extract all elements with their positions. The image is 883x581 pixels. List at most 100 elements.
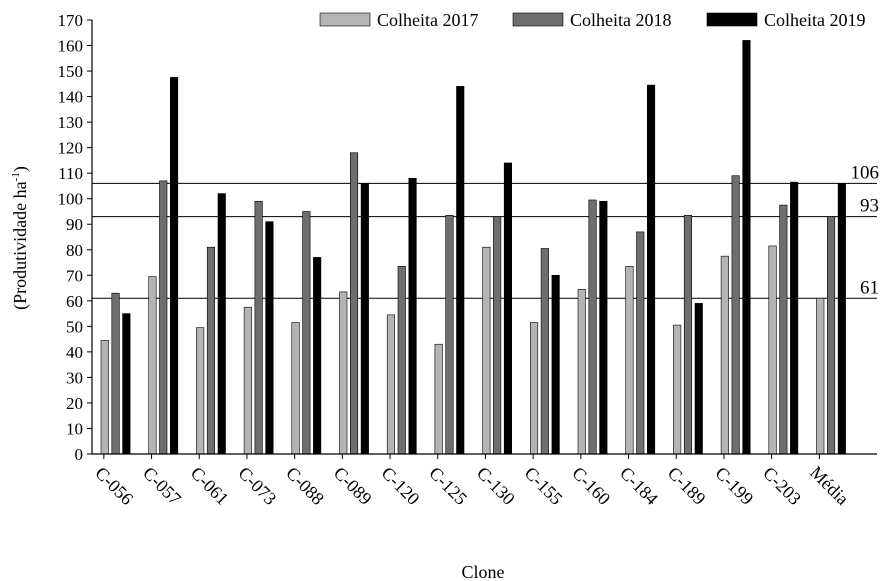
y-tick-label: 140: [58, 88, 84, 107]
legend-swatch: [319, 12, 371, 27]
bar: [291, 322, 300, 455]
reference-line-label: 61: [860, 277, 879, 298]
bar: [816, 297, 825, 455]
reference-line-label: 106: [851, 162, 880, 183]
x-tick-label: C-061: [187, 463, 233, 509]
x-tick-label: C-184: [616, 463, 662, 509]
bar: [445, 215, 454, 455]
bar: [625, 266, 634, 455]
y-tick-label: 90: [66, 215, 83, 234]
bar: [313, 257, 322, 455]
y-tick-label: 30: [66, 368, 83, 387]
x-tick-label: C-155: [521, 463, 567, 509]
legend: Colheita 2017 Colheita 2018 Colheita 2019: [319, 10, 866, 30]
bar: [360, 183, 369, 455]
legend-label: Colheita 2018: [570, 10, 672, 30]
bar: [636, 231, 645, 455]
y-tick-label: 160: [58, 37, 84, 56]
y-tick-label: 150: [58, 62, 84, 81]
y-axis-title-main: (Produtividade ha: [10, 181, 31, 309]
y-axis-title: (Produtividade ha-1): [10, 166, 31, 310]
y-ticks: 0 10 20 30 40 50 60 70 80 90 100 110 120 130 140 150 160…: [58, 11, 92, 464]
x-tick-label: Média: [806, 462, 853, 509]
y-tick-label: 100: [58, 190, 84, 209]
y-axis-title-close: ): [10, 166, 31, 172]
legend-swatch: [706, 12, 758, 27]
bar: [646, 84, 656, 455]
bar: [742, 40, 751, 455]
bar: [482, 246, 491, 455]
legend-label: Colheita 2019: [764, 10, 866, 30]
bar: [243, 306, 252, 455]
reference-line-label: 93: [860, 196, 879, 217]
y-tick-label: 80: [66, 241, 83, 260]
bar: [837, 183, 846, 455]
y-tick-label: 130: [58, 113, 84, 132]
x-tick-label: C-057: [139, 463, 185, 509]
bar: [503, 162, 513, 455]
x-tick-label: C-189: [664, 463, 710, 509]
bar: [159, 180, 168, 455]
bar: [768, 245, 777, 455]
bar: [339, 291, 348, 455]
bar: [196, 327, 205, 455]
x-tick-label: C-130: [473, 463, 519, 509]
legend-swatch: [512, 12, 564, 27]
bar: [397, 266, 406, 455]
y-tick-label: 120: [58, 139, 84, 158]
y-tick-label: 50: [66, 317, 83, 336]
y-axis-title-sup: -1: [10, 172, 22, 181]
bar: [551, 274, 560, 455]
bar: [456, 86, 465, 455]
bar: [529, 322, 539, 455]
bar: [206, 246, 215, 455]
x-tick-label: C-203: [759, 463, 805, 509]
bar: [148, 276, 157, 455]
y-tick-label: 10: [66, 419, 83, 438]
bar: [599, 200, 608, 455]
bar: [779, 204, 788, 455]
bar: [577, 289, 586, 455]
legend-label: Colheita 2017: [377, 10, 479, 30]
bar: [302, 211, 311, 455]
bar: [540, 248, 549, 455]
bar: [694, 303, 703, 455]
x-tick-label: C-125: [425, 463, 471, 509]
axes: [91, 20, 877, 455]
bar: [720, 255, 729, 455]
bar: [434, 343, 443, 455]
bar: [111, 292, 120, 455]
bars: [100, 40, 846, 455]
bar: [122, 313, 131, 455]
y-tick-label: 70: [66, 266, 83, 285]
bar: [683, 215, 693, 455]
y-tick-label: 20: [66, 394, 83, 413]
y-tick-label: 40: [66, 343, 83, 362]
bar: [254, 200, 263, 455]
bar: [673, 324, 682, 455]
y-tick-label: 60: [66, 292, 83, 311]
y-tick-label: 170: [58, 11, 84, 30]
bar: [493, 216, 502, 455]
bar: [826, 216, 836, 455]
x-axis-title: Clone: [462, 562, 505, 581]
bar: [265, 221, 274, 455]
bar: [790, 181, 799, 455]
bar: [349, 152, 359, 455]
bar: [731, 175, 740, 455]
x-tick-label: C-120: [378, 463, 424, 509]
y-tick-label: 0: [75, 445, 84, 464]
x-tick-label: C-160: [568, 463, 614, 509]
y-tick-label: 110: [58, 164, 83, 183]
bar: [100, 340, 109, 455]
bar: [170, 77, 179, 455]
x-tick-label: C-073: [234, 463, 280, 509]
bar: [588, 199, 597, 455]
x-tick-label: C-199: [711, 463, 757, 509]
bar: [217, 193, 226, 455]
x-tick-label: C-088: [282, 463, 328, 509]
x-tick-labels: C-056 C-057 C-061 C-073 C-088 C-089 C-120 C-125…: [91, 454, 853, 509]
bar: [408, 177, 417, 455]
bar: [386, 314, 396, 455]
